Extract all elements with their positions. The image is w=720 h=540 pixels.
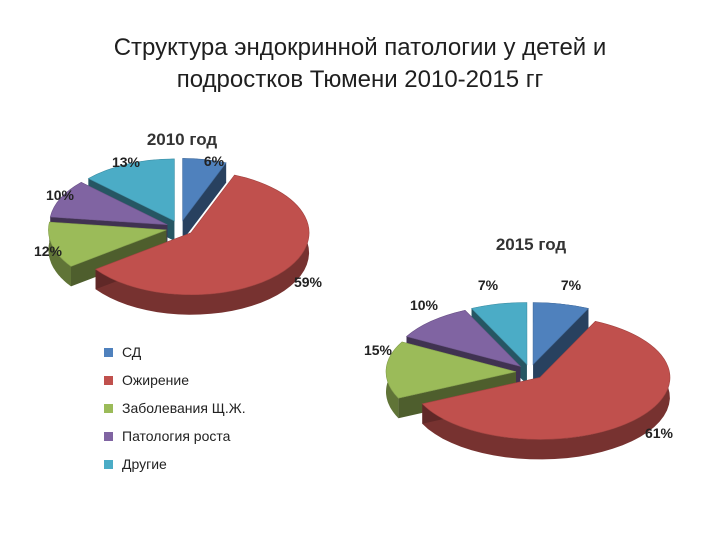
slide-title: Структура эндокринной патологии у детей …	[0, 32, 720, 96]
pie-slice	[421, 320, 671, 460]
pie-slice-side	[95, 175, 310, 315]
legend-label: Патология роста	[122, 428, 231, 444]
legend-label: Заболевания Щ.Ж.	[122, 400, 246, 416]
pie-slice-top	[421, 320, 671, 440]
data-label: 13%	[112, 154, 141, 170]
pie-slice	[385, 341, 517, 419]
legend-swatch	[104, 403, 113, 413]
title-line-2: подростков Тюмени 2010-2015 гг	[176, 66, 544, 93]
data-label: 61%	[645, 425, 674, 441]
chart-title: 2015 год	[496, 235, 567, 254]
pie-chart-2015: 2015 год 7% 61% 15% 10% 7%	[364, 235, 674, 460]
legend-swatch	[104, 375, 113, 385]
legend-swatch	[104, 347, 113, 357]
pie-slice-top	[471, 302, 528, 366]
pie-slice	[94, 174, 310, 315]
legend-item: Другие	[104, 450, 246, 478]
legend-swatch	[104, 431, 113, 441]
pie-chart-2010: 2010 год 6% 59% 12% 10% 13%	[34, 130, 323, 315]
pie-slice-top	[385, 341, 517, 399]
pie-slice-top	[49, 181, 168, 226]
pie-slice	[532, 302, 589, 385]
pie-slice	[48, 221, 167, 287]
data-label: 6%	[204, 153, 225, 169]
data-label: 7%	[478, 277, 499, 293]
legend-swatch	[104, 459, 113, 469]
data-label: 10%	[46, 187, 75, 203]
pie-slice	[182, 158, 227, 241]
chart-legend: СД Ожирение Заболевания Щ.Ж. Патология рост…	[104, 338, 246, 478]
legend-item: СД	[104, 338, 246, 366]
data-label: 15%	[364, 342, 393, 358]
data-label: 10%	[410, 297, 439, 313]
legend-item: Заболевания Щ.Ж.	[104, 394, 246, 422]
legend-label: Ожирение	[122, 372, 189, 388]
chart-title: 2010 год	[147, 130, 218, 149]
legend-item: Ожирение	[104, 366, 246, 394]
pie-slice-top	[182, 158, 227, 222]
legend-item: Патология роста	[104, 422, 246, 450]
data-label: 12%	[34, 243, 63, 259]
pie-slice-side	[48, 222, 71, 287]
pie-slice-edge	[533, 308, 589, 385]
pie-slice-top	[87, 158, 175, 222]
data-label: 59%	[294, 274, 323, 290]
legend-label: Другие	[122, 456, 167, 472]
pie-slice-top	[94, 174, 310, 296]
pie-slice-top	[48, 221, 167, 267]
pie-slice-edge	[182, 162, 227, 241]
pie-slice-top	[532, 302, 589, 366]
title-line-1: Структура эндокринной патологии у детей …	[113, 34, 607, 61]
data-label: 7%	[561, 277, 582, 293]
pie-slice-top	[405, 309, 522, 367]
legend-label: СД	[122, 344, 142, 360]
